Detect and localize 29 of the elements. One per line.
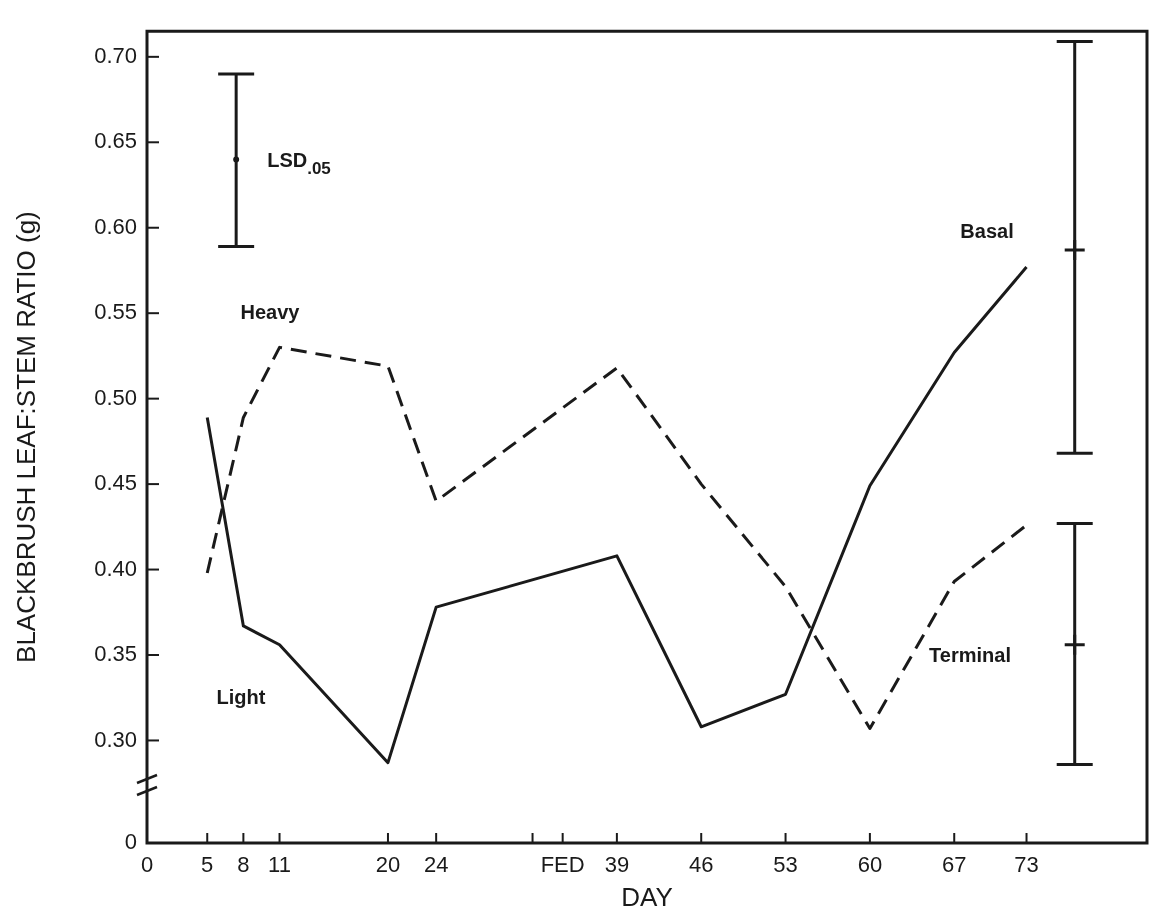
- y-tick-label: 0.50: [94, 384, 137, 410]
- series-label: Heavy: [240, 301, 301, 324]
- x-tick-label: 39: [604, 852, 630, 878]
- y-tick-label: 0.45: [94, 470, 137, 496]
- y-axis-title: BLACKBRUSH LEAF:STEM RATIO (g): [10, 211, 41, 663]
- x-axis-title: DAY: [621, 881, 673, 912]
- x-tick-label: 0: [140, 852, 154, 878]
- x-tick-label: 67: [941, 852, 967, 878]
- x-tick-label: 5: [201, 852, 214, 878]
- x-tick-label: 24: [423, 852, 449, 878]
- x-tick-label: 73: [1014, 852, 1039, 878]
- series-label: Light: [216, 686, 266, 709]
- annotation: Basal: [960, 220, 1014, 243]
- y-tick-label: 0.35: [94, 641, 137, 667]
- x-tick-label: 53: [773, 852, 798, 878]
- y-tick-label: 0.40: [94, 555, 137, 581]
- y-tick-label: 0.65: [94, 128, 137, 154]
- x-tick-label: 8: [237, 852, 250, 878]
- y-tick-label: 0.30: [94, 726, 137, 752]
- x-tick-label: FED: [540, 852, 585, 878]
- x-tick-label: 11: [268, 852, 291, 878]
- y-tick-label: 0: [124, 829, 137, 855]
- x-tick-label: 60: [857, 852, 883, 878]
- y-tick-label: 0.60: [94, 213, 137, 239]
- y-tick-label: 0.55: [94, 299, 137, 325]
- x-tick-label: 46: [688, 852, 714, 878]
- x-tick-label: 20: [375, 852, 401, 878]
- y-tick-label: 0.70: [94, 42, 137, 68]
- annotation: Terminal: [929, 643, 1011, 666]
